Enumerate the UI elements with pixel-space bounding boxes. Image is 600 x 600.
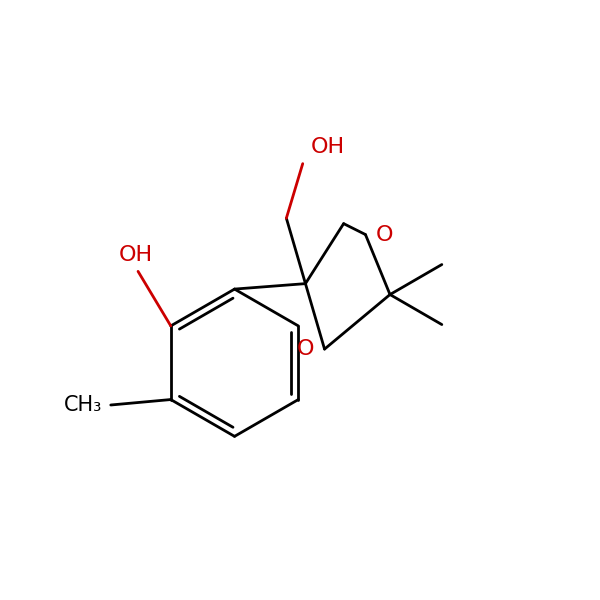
Text: O: O	[297, 339, 315, 359]
Text: CH₃: CH₃	[64, 395, 103, 415]
Text: OH: OH	[118, 245, 152, 265]
Text: O: O	[375, 224, 393, 245]
Text: OH: OH	[311, 137, 345, 157]
